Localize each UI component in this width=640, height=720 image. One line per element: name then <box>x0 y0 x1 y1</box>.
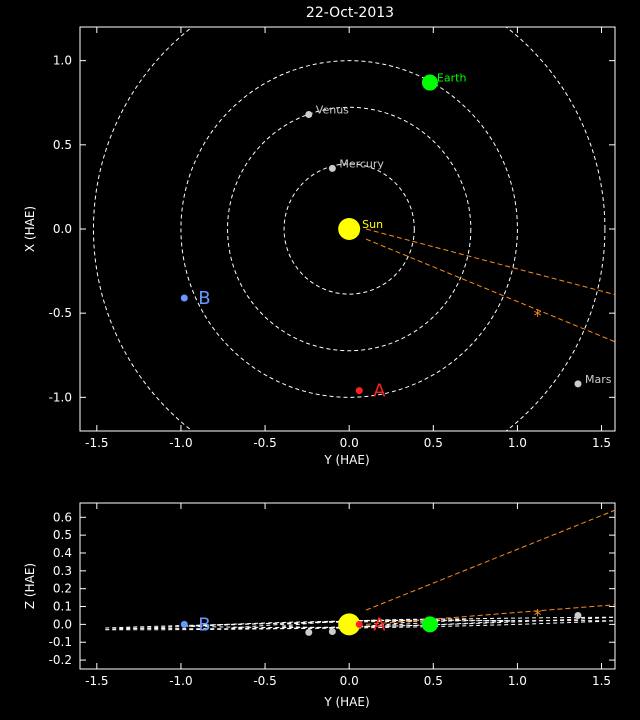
y-tick-label: 0.5 <box>53 138 72 152</box>
cone-group <box>366 510 615 624</box>
bodies-group: Sun Mercury Venus Earth Mars A B * <box>181 72 612 402</box>
body-marker-5 <box>574 612 581 619</box>
chart-title: 22-Oct-2013 <box>306 5 394 21</box>
top-ticks: -1.5 -1.0 -0.5 0.0 0.5 1.0 1.5 -1.0 -0.5 0.0 0.5 1.… <box>49 27 615 450</box>
body-marker-4 <box>422 616 438 632</box>
y-tick-label: 0.2 <box>53 582 72 596</box>
x-tick-label: -0.5 <box>253 436 276 450</box>
x-tick-label: 1.5 <box>592 436 611 450</box>
body-mars <box>574 380 581 387</box>
y-tick-label: 0.3 <box>53 564 72 578</box>
spacecraft-label-a: A <box>373 614 386 635</box>
orbit-mars <box>93 0 604 485</box>
top-y-axis-label: X (HAE) <box>23 206 37 252</box>
body-label-earth: Earth <box>437 72 467 85</box>
cone-line-1 <box>366 510 615 610</box>
body-marker-6 <box>356 621 363 628</box>
body-sun <box>338 218 360 240</box>
y-tick-label: 0.1 <box>53 600 72 614</box>
bottom-plot-frame <box>80 503 615 669</box>
y-tick-label: -0.1 <box>49 635 72 649</box>
spacecraft-label-b: B <box>198 288 210 309</box>
orbit-group <box>93 0 604 485</box>
body-earth <box>422 75 438 91</box>
x-tick-label: -0.5 <box>253 674 276 688</box>
bottom-y-axis-label: Z (HAE) <box>23 563 37 609</box>
target-marker: * <box>534 306 542 325</box>
body-marker-3 <box>305 629 312 636</box>
body-mercury <box>329 165 336 172</box>
y-tick-label: 0.0 <box>53 222 72 236</box>
y-tick-label: 0.5 <box>53 528 72 542</box>
bottom-x-axis-label: Y (HAE) <box>323 695 369 709</box>
cone-line-1 <box>366 239 615 342</box>
x-tick-label: 0.0 <box>340 674 359 688</box>
x-tick-label: 1.5 <box>592 674 611 688</box>
bottom-ticks: -1.5 -1.0 -0.5 0.0 0.5 1.0 1.5 -0.2 -0.1 0.0 0.1 0.… <box>49 503 615 688</box>
y-tick-label: -0.5 <box>49 306 72 320</box>
body-b <box>181 295 188 302</box>
bottom-panel: A B * -1.5 -1.0 -0.5 0.0 0.5 1.0 1.5 -0.2 -0.1 0.0 0… <box>23 503 615 709</box>
top-x-axis-label: Y (HAE) <box>323 453 369 467</box>
cone-line-2 <box>366 229 615 295</box>
y-tick-label: -1.0 <box>49 390 72 404</box>
body-a <box>356 387 363 394</box>
body-label-sun: Sun <box>362 218 383 231</box>
body-marker-2 <box>329 628 336 635</box>
y-tick-label: 0.6 <box>53 510 72 524</box>
spacecraft-label-b: B <box>198 614 210 635</box>
x-tick-label: 0.0 <box>340 436 359 450</box>
top-panel: Sun Mercury Venus Earth Mars A B * -1.5 -1.0 -0.5… <box>23 0 615 485</box>
x-tick-label: -1.5 <box>85 674 108 688</box>
body-marker-7 <box>181 621 188 628</box>
x-tick-label: -1.0 <box>169 436 192 450</box>
y-tick-label: 0.4 <box>53 546 72 560</box>
target-marker: * <box>534 606 542 625</box>
cone-group <box>366 229 615 342</box>
y-tick-label: 1.0 <box>53 54 72 68</box>
body-label-mercury: Mercury <box>339 157 384 170</box>
x-tick-label: 0.5 <box>424 436 443 450</box>
x-tick-label: -1.0 <box>169 674 192 688</box>
spacecraft-label-a: A <box>373 381 386 402</box>
x-tick-label: -1.5 <box>85 436 108 450</box>
body-label-venus: Venus <box>316 104 349 117</box>
x-tick-label: 1.0 <box>508 436 527 450</box>
x-tick-label: 0.5 <box>424 674 443 688</box>
y-tick-label: -0.2 <box>49 653 72 667</box>
y-tick-label: 0.0 <box>53 617 72 631</box>
x-tick-label: 1.0 <box>508 674 527 688</box>
body-venus <box>305 111 312 118</box>
body-label-mars: Mars <box>585 373 612 386</box>
